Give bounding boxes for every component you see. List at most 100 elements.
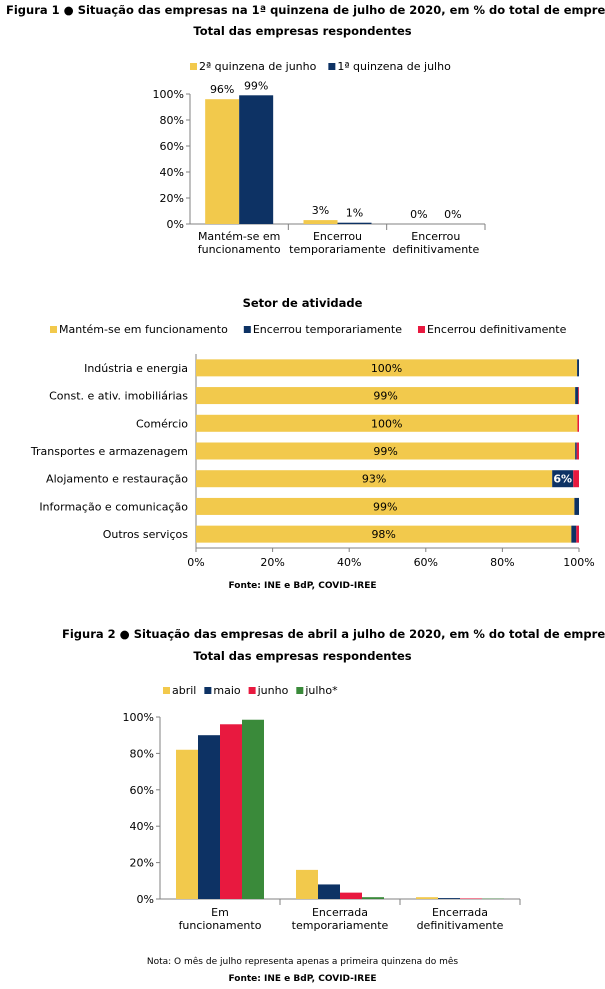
legend-label-0: abril xyxy=(172,684,196,697)
bar-1-3 xyxy=(362,897,384,899)
y-tick-label-2: 40% xyxy=(130,820,154,833)
bar-3-2 xyxy=(576,442,579,460)
bar-3-0 xyxy=(196,442,576,460)
x-tick-label-0: 0% xyxy=(187,556,204,569)
x-tick-label-0-line-0: Mantém-se em xyxy=(198,230,280,243)
x-tick-label-1-line-1: temporariamente xyxy=(289,243,386,256)
category-label-6: Outros serviços xyxy=(103,528,189,541)
legend-swatch-1 xyxy=(243,326,251,333)
bar-1-1 xyxy=(337,222,372,224)
figure2-subtitle: Total das empresas respondentes xyxy=(193,649,412,663)
x-tick-label-5: 100% xyxy=(563,556,594,569)
bar-2-2 xyxy=(460,898,482,899)
category-label-1: Const. e ativ. imobiliárias xyxy=(49,390,188,403)
bar-0-1 xyxy=(198,735,220,899)
bar-1-2 xyxy=(340,892,362,899)
bar-0-0 xyxy=(205,99,240,224)
bar-0-1 xyxy=(577,359,579,377)
legend-swatch-0 xyxy=(163,687,170,694)
legend-label-0: Mantém-se em funcionamento xyxy=(59,323,228,336)
bar-0-0 xyxy=(196,359,578,377)
x-tick-label-3: 60% xyxy=(414,556,438,569)
x-tick-label-1-line-0: Encerrada xyxy=(312,906,368,919)
legend-swatch-0 xyxy=(190,63,197,70)
y-tick-label-3: 60% xyxy=(160,140,184,153)
bar-5-1 xyxy=(574,497,579,515)
y-tick-label-2: 40% xyxy=(160,166,184,179)
legend-swatch-0 xyxy=(50,326,57,333)
data-label-1-0: 3% xyxy=(312,204,329,217)
x-tick-label-1: 20% xyxy=(260,556,284,569)
category-label-4: Alojamento e restauração xyxy=(46,473,188,486)
x-tick-label-2-line-0: Encerrou xyxy=(411,230,460,243)
legend-label-1: Encerrou temporariamente xyxy=(253,323,402,336)
data-label-6-0: 98% xyxy=(371,528,395,541)
bar-3-1 xyxy=(575,442,577,460)
legend-label-2: junho xyxy=(257,684,289,697)
legend-swatch-2 xyxy=(248,687,256,694)
figure1-subtitle: Total das empresas respondentes xyxy=(193,24,412,38)
legend-label-1: 1ª quinzena de julho xyxy=(337,60,451,73)
y-tick-label-1: 20% xyxy=(130,857,154,870)
sector-subtitle: Setor de atividade xyxy=(242,296,363,310)
figure2-title: Figura 2 ● Situação das empresas de abri… xyxy=(62,627,605,641)
x-tick-label-1-line-0: Encerrou xyxy=(313,230,362,243)
bar-1-1 xyxy=(318,884,340,899)
y-tick-label-4: 80% xyxy=(130,747,154,760)
bar-4-1 xyxy=(552,470,574,488)
data-label-2-0: 0% xyxy=(410,208,427,221)
x-tick-label-0-line-1: funcionamento xyxy=(179,919,262,932)
bar-2-1 xyxy=(438,898,460,899)
y-tick-label-3: 60% xyxy=(130,784,154,797)
y-tick-label-4: 80% xyxy=(160,114,184,127)
bar-4-2 xyxy=(573,470,579,488)
category-label-3: Transportes e armazenagem xyxy=(30,445,188,458)
figure2-note: Nota: O mês de julho representa apenas a… xyxy=(146,957,459,967)
chart-setor-atividade: Mantém-se em funcionamento Encerrou tempo… xyxy=(30,323,595,569)
data-label-4-1: 6% xyxy=(553,473,572,486)
legend-swatch-3 xyxy=(296,687,304,694)
x-tick-label-2: 40% xyxy=(337,556,361,569)
data-label-1-0: 99% xyxy=(373,390,397,403)
x-tick-label-2-line-0: Encerrada xyxy=(432,906,488,919)
bar-0-3 xyxy=(242,719,264,899)
category-label-2: Comércio xyxy=(136,417,188,430)
data-label-4-0: 93% xyxy=(362,473,386,486)
x-tick-label-0-line-0: Em xyxy=(211,906,229,919)
data-label-3-0: 99% xyxy=(373,445,397,458)
data-label-1-1: 1% xyxy=(346,207,363,220)
bar-6-0 xyxy=(196,525,572,543)
data-label-2-0: 100% xyxy=(371,417,402,430)
legend-swatch-1 xyxy=(328,63,336,70)
figure2-source: Fonte: INE e BdP, COVID-IREE xyxy=(228,974,377,984)
y-tick-label-1: 20% xyxy=(160,192,184,205)
chart-abril-julho: abril maio junho julho* 0% 20% 40% 60% 80% 100% Em… xyxy=(123,684,521,932)
bar-5-0 xyxy=(196,497,575,515)
y-tick-label-5: 100% xyxy=(123,711,154,724)
source-note: Fonte: INE e BdP, COVID-IREE xyxy=(228,581,377,591)
figure1-title: Figura 1 ● Situação das empresas na 1ª q… xyxy=(6,3,605,17)
category-label-5: Informação e comunicação xyxy=(39,500,188,513)
x-tick-label-2-line-1: definitivamente xyxy=(417,919,504,932)
bar-0-1 xyxy=(239,95,274,224)
data-label-5-0: 99% xyxy=(373,500,397,513)
bar-1-0 xyxy=(296,869,318,899)
legend-label-2: Encerrou definitivamente xyxy=(427,323,567,336)
bar-2-0 xyxy=(416,897,438,899)
legend-label-1: maio xyxy=(213,684,241,697)
x-tick-label-1-line-1: temporariamente xyxy=(292,919,389,932)
bar-1-1 xyxy=(575,387,579,405)
legend-label-0: 2ª quinzena de junho xyxy=(199,60,317,73)
y-tick-label-0: 0% xyxy=(137,893,154,906)
bar-1-0 xyxy=(196,387,576,405)
y-tick-label-5: 100% xyxy=(153,88,184,101)
bar-0-2 xyxy=(220,724,242,899)
bar-1-2 xyxy=(578,387,579,405)
bar-6-1 xyxy=(571,525,577,543)
data-label-0-0: 96% xyxy=(210,83,234,96)
data-label-2-1: 0% xyxy=(444,208,461,221)
bar-0-0 xyxy=(176,749,198,899)
bar-6-2 xyxy=(576,525,579,543)
bar-4-0 xyxy=(196,470,553,488)
bar-2-2 xyxy=(577,414,579,432)
